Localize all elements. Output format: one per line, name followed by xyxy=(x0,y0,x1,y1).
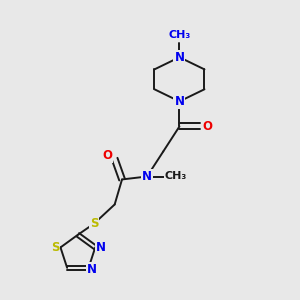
Text: N: N xyxy=(174,95,184,108)
Text: S: S xyxy=(90,217,98,230)
Text: N: N xyxy=(95,241,106,254)
Text: N: N xyxy=(174,51,184,64)
Text: CH₃: CH₃ xyxy=(165,172,187,182)
Text: CH₃: CH₃ xyxy=(168,30,190,40)
Text: S: S xyxy=(51,241,59,254)
Text: N: N xyxy=(86,263,97,276)
Text: O: O xyxy=(102,149,112,162)
Text: O: O xyxy=(202,120,212,133)
Text: N: N xyxy=(142,170,152,183)
